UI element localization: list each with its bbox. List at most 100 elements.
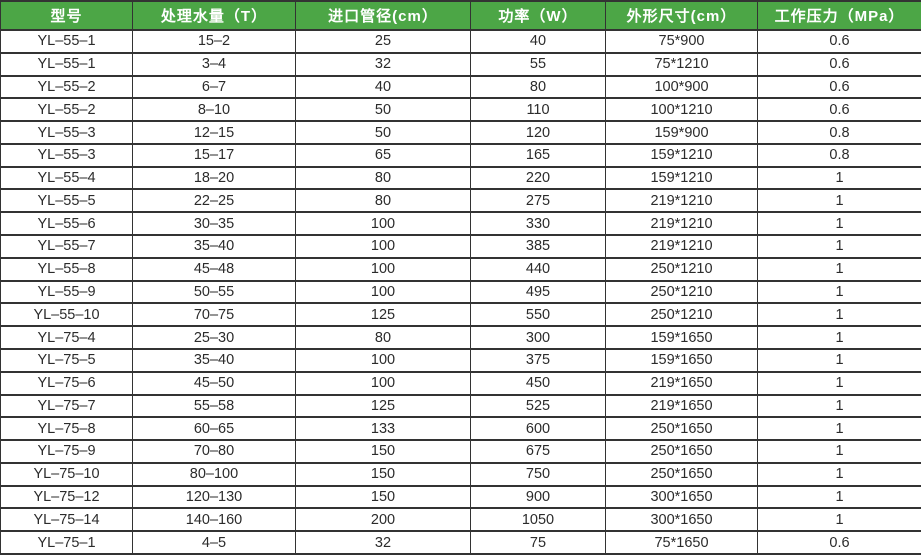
cell: YL–55–1 — [0, 29, 133, 54]
cell: 550 — [470, 302, 606, 328]
cell: 65 — [295, 142, 471, 168]
cell: 1050 — [470, 507, 606, 533]
column-header: 工作压力（MPa） — [757, 0, 921, 31]
cell: 0.6 — [757, 530, 921, 555]
cell: 0.8 — [757, 142, 921, 168]
cell: 100 — [295, 347, 471, 373]
cell: 250*1210 — [605, 279, 758, 305]
table-row: YL–55–2 8–10 50 110 100*1210 0.6 — [0, 97, 921, 123]
cell: 12–15 — [132, 120, 296, 145]
cell: 75*1210 — [605, 51, 758, 77]
table-row: YL–55–7 35–40 100 385 219*1210 1 — [0, 234, 921, 259]
cell: 159*1650 — [605, 325, 758, 350]
cell: 220 — [470, 165, 606, 191]
cell: 25 — [295, 29, 471, 54]
cell: 100*1210 — [605, 97, 758, 123]
cell: YL–55–5 — [0, 188, 133, 214]
cell: 40 — [470, 29, 606, 54]
cell: YL–75–5 — [0, 347, 133, 373]
cell: 35–40 — [132, 347, 296, 373]
cell: 1 — [757, 188, 921, 214]
cell: 80–100 — [132, 461, 296, 487]
cell: 0.6 — [757, 51, 921, 77]
table-row: YL–75–4 25–30 80 300 159*1650 1 — [0, 325, 921, 350]
cell: 55–58 — [132, 393, 296, 419]
cell: 1 — [757, 416, 921, 442]
cell: 0.6 — [757, 97, 921, 123]
cell: YL–75–12 — [0, 484, 133, 510]
table-row: YL–75–6 45–50 100 450 219*1650 1 — [0, 370, 921, 396]
header-row: 型号 处理水量（T） 进口管径(cm） 功率（W） 外形尺寸(cm） 工作压力（MPa） — [0, 0, 921, 31]
cell: 1 — [757, 211, 921, 237]
table-row: YL–55–3 15–17 65 165 159*1210 0.8 — [0, 142, 921, 168]
cell: 1 — [757, 370, 921, 396]
column-header: 型号 — [0, 0, 133, 31]
cell: 1 — [757, 302, 921, 328]
table-row: YL–75–8 60–65 133 600 250*1650 1 — [0, 416, 921, 442]
cell: 219*1650 — [605, 393, 758, 419]
cell: 55 — [470, 51, 606, 77]
cell: 165 — [470, 142, 606, 168]
table-header: 型号 处理水量（T） 进口管径(cm） 功率（W） 外形尺寸(cm） 工作压力（MPa） — [0, 0, 921, 31]
cell: 150 — [295, 439, 471, 464]
cell: 450 — [470, 370, 606, 396]
table-row: YL–55–1 3–4 32 55 75*1210 0.6 — [0, 51, 921, 77]
cell: 80 — [295, 325, 471, 350]
cell: 1 — [757, 165, 921, 191]
cell: 159*900 — [605, 120, 758, 145]
table-row: YL–55–9 50–55 100 495 250*1210 1 — [0, 279, 921, 305]
cell: YL–55–1 — [0, 51, 133, 77]
cell: 159*1210 — [605, 142, 758, 168]
table-row: YL–55–2 6–7 40 80 100*900 0.6 — [0, 74, 921, 100]
cell: YL–75–7 — [0, 393, 133, 419]
cell: 219*1210 — [605, 211, 758, 237]
cell: YL–55–8 — [0, 256, 133, 282]
cell: 159*1650 — [605, 347, 758, 373]
cell: 100 — [295, 211, 471, 237]
cell: 200 — [295, 507, 471, 533]
cell: 100 — [295, 279, 471, 305]
cell: YL–55–2 — [0, 97, 133, 123]
cell: YL–75–6 — [0, 370, 133, 396]
cell: 15–17 — [132, 142, 296, 168]
cell: 300*1650 — [605, 484, 758, 510]
cell: YL–55–4 — [0, 165, 133, 191]
cell: 22–25 — [132, 188, 296, 214]
cell: 75*900 — [605, 29, 758, 54]
cell: 250*1210 — [605, 302, 758, 328]
cell: 525 — [470, 393, 606, 419]
cell: 45–50 — [132, 370, 296, 396]
table-row: YL–75–5 35–40 100 375 159*1650 1 — [0, 347, 921, 373]
cell: 35–40 — [132, 234, 296, 259]
cell: 1 — [757, 325, 921, 350]
cell: 159*1210 — [605, 165, 758, 191]
cell: YL–75–4 — [0, 325, 133, 350]
cell: YL–55–10 — [0, 302, 133, 328]
cell: YL–75–10 — [0, 461, 133, 487]
cell: 150 — [295, 484, 471, 510]
cell: 30–35 — [132, 211, 296, 237]
cell: YL–55–2 — [0, 74, 133, 100]
cell: 18–20 — [132, 165, 296, 191]
cell: 1 — [757, 279, 921, 305]
cell: 120 — [470, 120, 606, 145]
cell: 1 — [757, 439, 921, 464]
cell: 80 — [470, 74, 606, 100]
cell: 219*1210 — [605, 234, 758, 259]
cell: 250*1650 — [605, 461, 758, 487]
table-row: YL–55–10 70–75 125 550 250*1210 1 — [0, 302, 921, 328]
cell: 80 — [295, 165, 471, 191]
cell: YL–55–7 — [0, 234, 133, 259]
cell: 60–65 — [132, 416, 296, 442]
table-row: YL–75–12 120–130 150 900 300*1650 1 — [0, 484, 921, 510]
cell: 219*1210 — [605, 188, 758, 214]
cell: 1 — [757, 234, 921, 259]
cell: 1 — [757, 393, 921, 419]
cell: 440 — [470, 256, 606, 282]
cell: 75 — [470, 530, 606, 555]
table-row: YL–55–5 22–25 80 275 219*1210 1 — [0, 188, 921, 214]
cell: 70–75 — [132, 302, 296, 328]
cell: YL–55–3 — [0, 142, 133, 168]
cell: 300*1650 — [605, 507, 758, 533]
cell: YL–75–14 — [0, 507, 133, 533]
